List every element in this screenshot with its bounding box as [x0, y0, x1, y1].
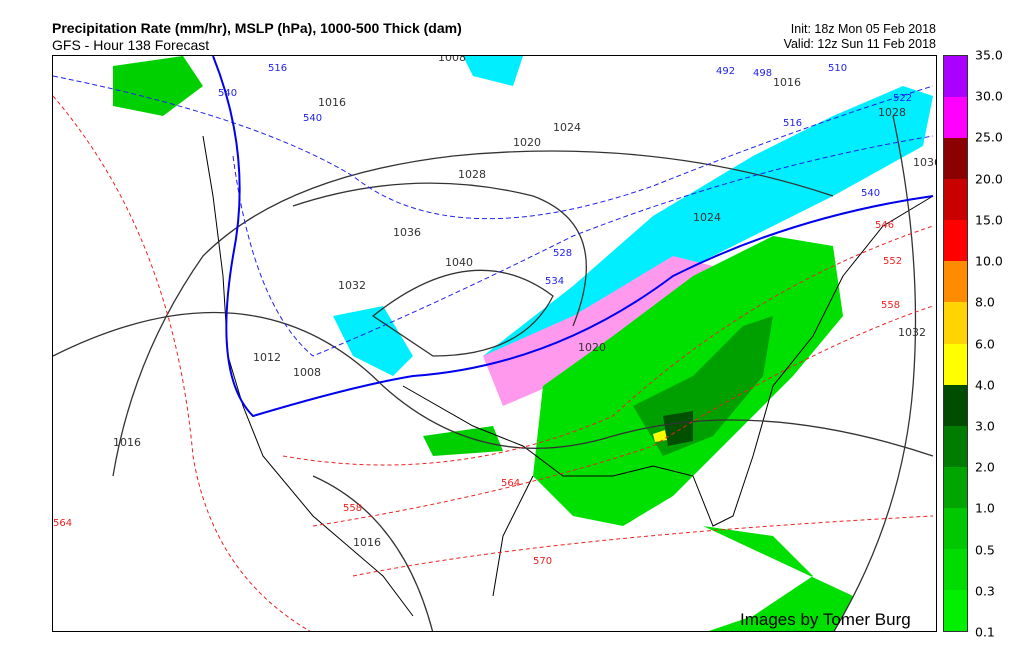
colorbar-tick-label: 10.0: [975, 253, 1003, 269]
precip-green-atlantic: [703, 526, 853, 631]
colorbar-bin: [944, 301, 967, 344]
isobar-label: 1012: [253, 351, 281, 364]
colorbar-tick-label: 0.3: [975, 583, 995, 599]
colorbar-tick-label: 30.0: [975, 88, 1003, 104]
thickness-label: 546: [875, 220, 894, 231]
colorbar-tick-label: 0.1: [975, 624, 995, 640]
isobar-label: 1020: [513, 136, 541, 149]
thickness-label: 498: [753, 68, 772, 79]
isobar-label: 1032: [338, 279, 366, 292]
precip-cyan-north: [463, 56, 523, 86]
coastlines: [202, 135, 934, 617]
colorbar-tick-label: 15.0: [975, 212, 1003, 228]
colorbar-bin: [944, 260, 967, 303]
isobar-label: 1016: [113, 436, 141, 449]
isobar-label: 1020: [578, 341, 606, 354]
colorbar-tick-label: 2.0: [975, 459, 995, 475]
colorbar-bin: [944, 384, 967, 426]
thickness-label: 570: [533, 556, 552, 567]
isobar-label: 1016: [773, 76, 801, 89]
thickness-label: 540: [861, 188, 880, 199]
thickness-540-line: [212, 56, 934, 418]
map-title: Precipitation Rate (mm/hr), MSLP (hPa), …: [52, 20, 462, 36]
isobar-label: 1008: [293, 366, 321, 379]
precip-yellow-spot: [653, 430, 667, 442]
thickness-label: 528: [553, 248, 572, 259]
thickness-blue: [53, 75, 934, 357]
colorbar-bin: [944, 589, 967, 631]
isobars: [53, 115, 934, 631]
thickness-label: 516: [268, 63, 287, 74]
colorbar-tick-label: 4.0: [975, 377, 995, 393]
thickness-label: 558: [881, 300, 900, 311]
thickness-label: 492: [716, 66, 735, 77]
precip-pink: [483, 256, 713, 406]
valid-time: Valid: 12z Sun 11 Feb 2018: [783, 37, 936, 51]
precip-green-northwest: [113, 56, 203, 116]
init-time: Init: 18z Mon 05 Feb 2018: [790, 22, 936, 36]
isobar-label: 1036: [393, 226, 421, 239]
colorbar-tick-label: 1.0: [975, 500, 995, 516]
colorbar-bin: [944, 507, 967, 549]
isobar-label: 1016: [318, 96, 346, 109]
colorbar-tick-label: 20.0: [975, 171, 1003, 187]
thickness-red: [53, 95, 934, 631]
precip-cyan-west: [333, 306, 413, 376]
image-credit: Images by Tomer Burg: [740, 610, 911, 629]
thickness-label: 558: [343, 503, 362, 514]
colorbar-bin: [944, 137, 967, 180]
thickness-label: 564: [501, 478, 520, 489]
thickness-label: 510: [828, 63, 847, 74]
isobar-label: 1024: [693, 211, 721, 224]
colorbar-bin: [944, 219, 967, 262]
colorbar-tick-label: 3.0: [975, 418, 995, 434]
precip-colorbar: [943, 55, 968, 632]
colorbar-tick-label: 6.0: [975, 336, 995, 351]
isobar-label: 1028: [458, 168, 486, 181]
isobar-label: 1028: [878, 106, 906, 119]
precip-darkest-core: [663, 411, 693, 446]
isobar-label: 1016: [353, 536, 381, 549]
colorbar-tick-label: 0.5: [975, 542, 995, 558]
isobar-label: 1008: [438, 56, 466, 64]
isobar-label: 1024: [553, 121, 581, 134]
thickness-label: 564: [53, 518, 72, 529]
thickness-label: 540: [218, 88, 237, 99]
isobar-label: 1032: [898, 326, 926, 339]
precip-cyan-northeast: [483, 86, 933, 366]
thickness-label: 522: [893, 93, 912, 104]
colorbar-bin: [944, 343, 967, 385]
colorbar-bin: [944, 425, 967, 467]
thickness-label: 516: [783, 118, 802, 129]
colorbar-bin: [944, 96, 967, 139]
isobar-label: 1040: [445, 256, 473, 269]
thickness-label: 552: [883, 256, 902, 267]
thickness-label: 534: [545, 276, 564, 287]
colorbar-bin: [944, 178, 967, 221]
precip-green-gulf: [423, 426, 503, 456]
map-subtitle: GFS - Hour 138 Forecast: [52, 37, 210, 53]
thickness-label: 540: [303, 113, 322, 124]
colorbar-bin: [944, 466, 967, 508]
colorbar-bin: [944, 548, 967, 590]
precip-fields: [113, 56, 933, 631]
colorbar-tick-label: 35.0: [975, 47, 1003, 63]
forecast-map: 1008 1016 1020 1024 1028 1028 1036 1040 …: [52, 55, 937, 632]
colorbar-tick-label: 25.0: [975, 129, 1003, 145]
colorbar-tick-label: 8.0: [975, 294, 995, 310]
colorbar-bin: [944, 55, 967, 98]
isobar-label: 1036: [913, 156, 937, 169]
